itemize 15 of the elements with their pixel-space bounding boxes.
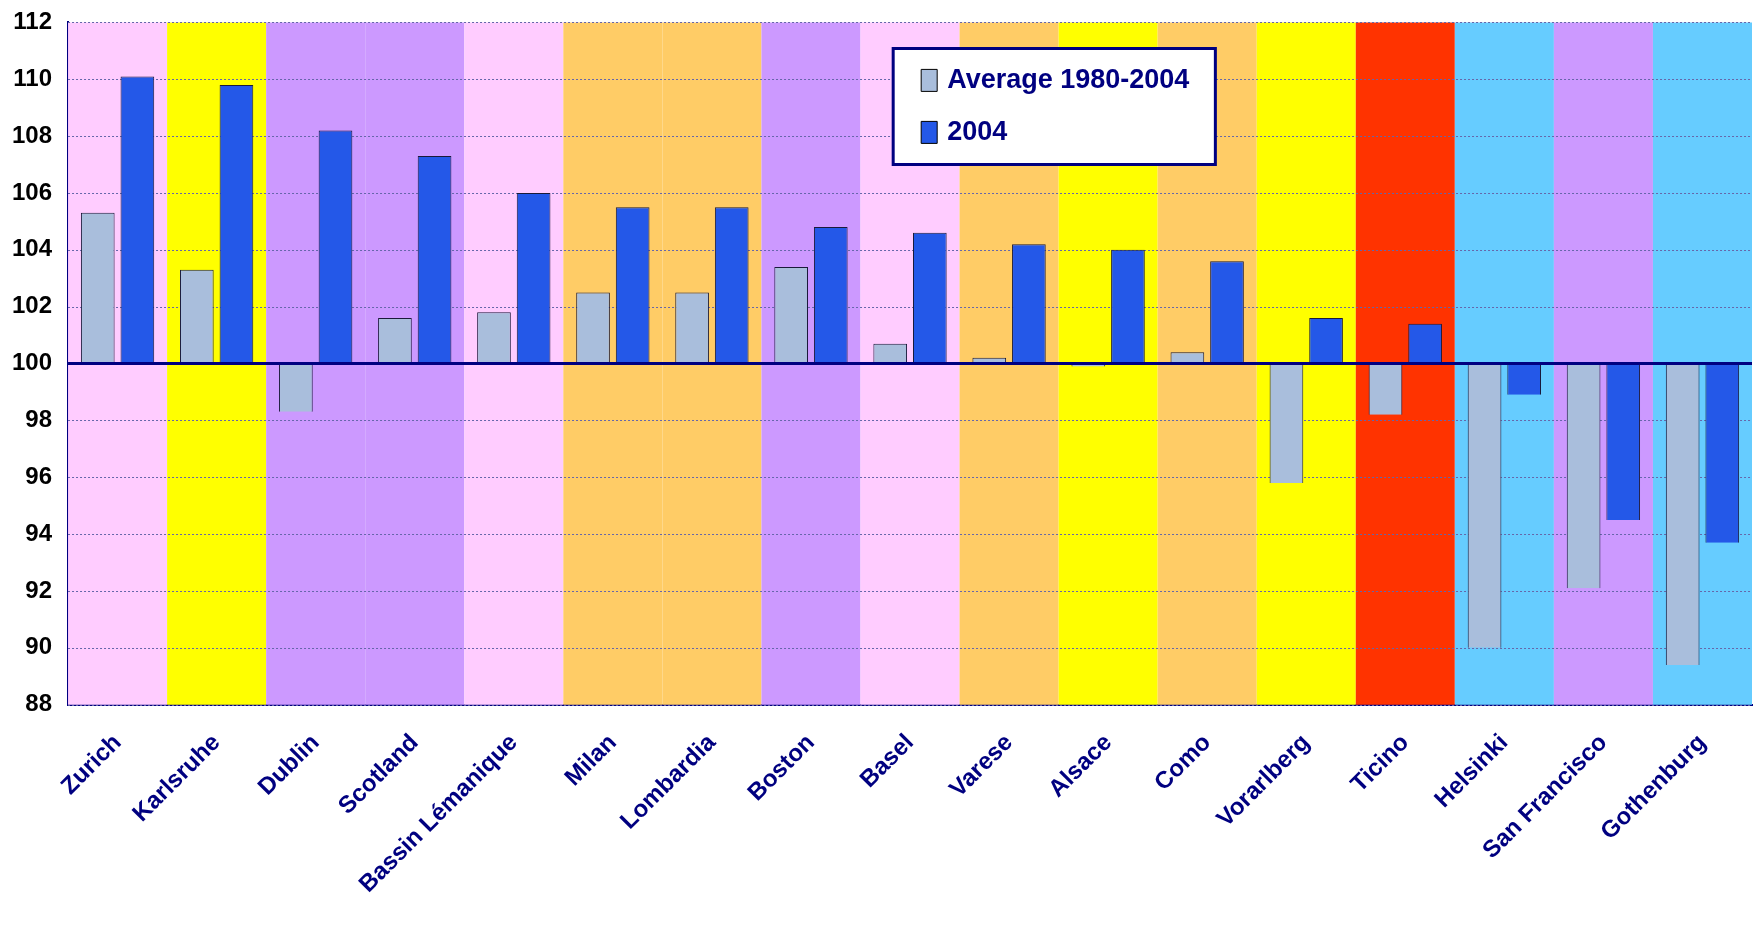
legend-label: 2004	[947, 115, 1008, 146]
y-tick-label: 100	[12, 348, 53, 376]
legend-label: Average 1980-2004	[947, 63, 1190, 94]
y-tick-label: 112	[13, 7, 53, 35]
y-tick-label: 98	[25, 405, 53, 433]
y-tick-label: 102	[12, 291, 53, 319]
y-tick-label: 96	[25, 461, 53, 489]
y-tick-label: 92	[25, 575, 53, 603]
y-tick-label: 94	[25, 518, 53, 546]
y-tick-label: 104	[12, 234, 53, 262]
y-tick-label: 88	[25, 689, 53, 717]
y-tick-label: 108	[12, 120, 53, 148]
y-tick-label: 110	[13, 63, 53, 91]
y-tick-label: 106	[12, 177, 53, 205]
y-tick-label: 90	[25, 632, 53, 660]
